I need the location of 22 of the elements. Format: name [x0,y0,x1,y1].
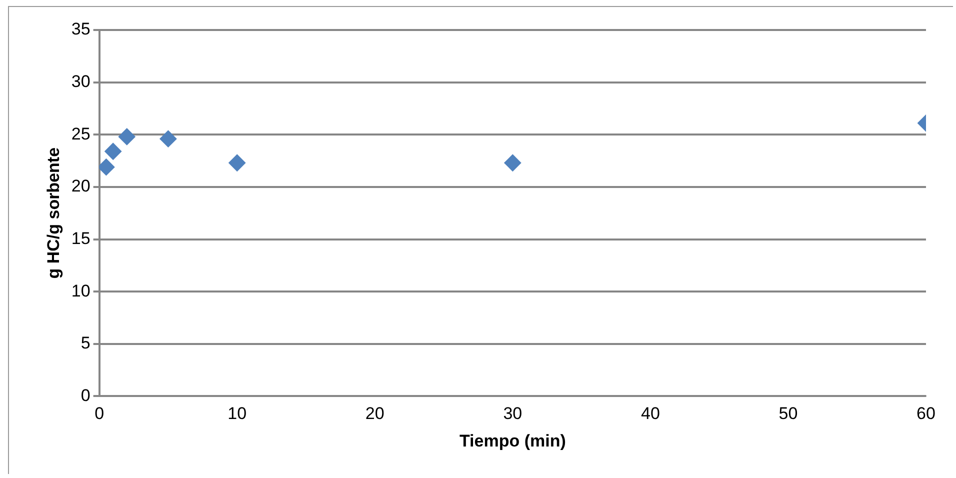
x-tick-label: 60 [916,404,936,424]
x-tick-label: 20 [365,404,384,424]
x-tick-label: 50 [778,404,798,424]
point [160,130,177,148]
y-tick-label: 0 [80,386,90,405]
y-tick-label: 30 [71,72,90,91]
y-tick-label: 10 [71,281,90,300]
point [228,154,246,172]
point [99,158,115,176]
x-tick-label: 0 [94,404,104,424]
point [104,142,122,160]
y-tick-label: 35 [71,20,90,39]
x-tick-label: 40 [640,404,660,424]
x-tick-label: 30 [503,404,522,424]
x-axis-title: Tiempo (min) [459,431,566,450]
y-tick-label: 20 [71,176,90,196]
x-tick-label: 10 [228,404,247,424]
y-tick-label: 15 [71,228,90,248]
y-tick-label: 25 [71,124,90,144]
y-axis-title: g HC/g sorbente [44,147,63,279]
y-tick-label: 5 [80,334,90,353]
point [118,128,136,146]
